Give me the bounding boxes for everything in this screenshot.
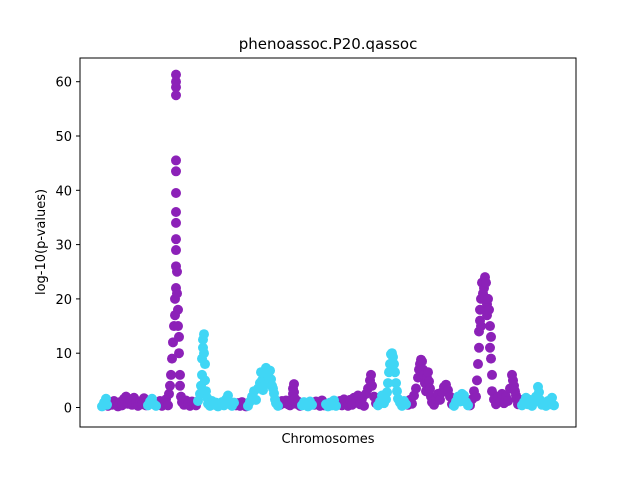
data-point-cyan: [382, 387, 392, 398]
data-point-purple: [171, 188, 181, 199]
data-point-purple: [486, 331, 496, 342]
data-point-purple: [163, 400, 173, 411]
data-point-cyan: [102, 399, 112, 410]
data-point-purple: [425, 383, 435, 394]
data-point-cyan: [200, 359, 210, 370]
data-point-purple: [359, 400, 369, 411]
data-point-purple: [164, 388, 174, 399]
data-point-purple: [367, 380, 377, 391]
data-point-purple: [487, 369, 497, 380]
data-point-purple: [475, 304, 485, 315]
data-point-purple: [411, 383, 421, 394]
y-tick-label: 30: [55, 239, 72, 254]
data-point-purple: [476, 321, 486, 332]
data-point-purple: [174, 348, 184, 359]
data-point-cyan: [331, 400, 341, 411]
data-point-cyan: [265, 365, 275, 376]
y-axis-ticks: 0 10 20 30 40 50 60: [55, 76, 80, 417]
y-tick-label: 10: [55, 347, 72, 362]
data-point-cyan: [199, 348, 209, 359]
data-point-cyan: [549, 400, 559, 411]
data-point-purple: [423, 367, 433, 378]
data-point-purple: [366, 369, 376, 380]
data-point-purple: [417, 356, 427, 367]
data-point-cyan: [229, 397, 239, 408]
data-point-cyan: [383, 378, 393, 389]
data-point-purple: [166, 369, 176, 380]
data-point-purple: [171, 69, 181, 80]
data-point-purple: [485, 342, 495, 353]
data-point-purple: [484, 304, 494, 315]
data-point-purple: [481, 277, 491, 288]
data-point-purple: [171, 207, 181, 218]
data-point-cyan: [391, 378, 401, 389]
data-point-purple: [472, 375, 482, 386]
y-axis-label: log-10(p-values): [34, 189, 49, 295]
data-point-purple: [174, 331, 184, 342]
data-point-purple: [486, 353, 496, 364]
data-point-purple: [172, 266, 182, 277]
data-point-purple: [473, 359, 483, 370]
data-point-cyan: [223, 390, 233, 401]
data-point-cyan: [534, 387, 544, 398]
x-axis-label: Chromosomes: [281, 432, 374, 447]
data-point-purple: [175, 369, 185, 380]
data-point-purple: [471, 391, 481, 402]
data-point-purple: [165, 380, 175, 391]
data-point-purple: [171, 234, 181, 245]
chart-title: phenoassoc.P20.qassoc: [239, 35, 418, 53]
data-point-purple: [173, 321, 183, 332]
data-point-purple: [171, 217, 181, 228]
data-point-purple: [483, 293, 493, 304]
y-tick-label: 50: [55, 130, 72, 145]
data-point-cyan: [151, 400, 161, 411]
data-point-cyan: [390, 367, 400, 378]
data-point-cyan: [251, 394, 261, 405]
data-point-cyan: [200, 375, 210, 386]
data-point-cyan: [259, 380, 269, 391]
data-point-purple: [171, 76, 181, 87]
data-point-purple: [171, 155, 181, 166]
plot-frame: [79, 57, 577, 428]
data-point-purple: [171, 90, 181, 101]
data-point-purple: [167, 353, 177, 364]
y-tick-label: 40: [55, 184, 72, 199]
data-point-cyan: [199, 329, 209, 340]
data-point-purple: [173, 304, 183, 315]
y-tick-label: 20: [55, 293, 72, 308]
data-point-purple: [171, 166, 181, 177]
data-point-purple: [175, 380, 185, 391]
data-point-purple: [172, 288, 182, 299]
data-point-cyan: [463, 400, 473, 411]
y-tick-label: 60: [55, 76, 72, 91]
data-point-cyan: [273, 400, 283, 411]
data-point-cyan: [389, 359, 399, 370]
data-point-cyan: [307, 399, 317, 410]
data-point-cyan: [392, 386, 402, 397]
data-point-cyan: [401, 399, 411, 410]
data-point-purple: [289, 379, 299, 390]
y-tick-label: 0: [64, 402, 72, 417]
data-point-cyan: [547, 392, 557, 403]
data-point-purple: [474, 342, 484, 353]
data-point-purple: [435, 394, 445, 405]
data-point-purple: [485, 321, 495, 332]
points-layer: [97, 69, 559, 412]
data-point-purple: [503, 395, 513, 406]
data-point-purple: [171, 245, 181, 256]
